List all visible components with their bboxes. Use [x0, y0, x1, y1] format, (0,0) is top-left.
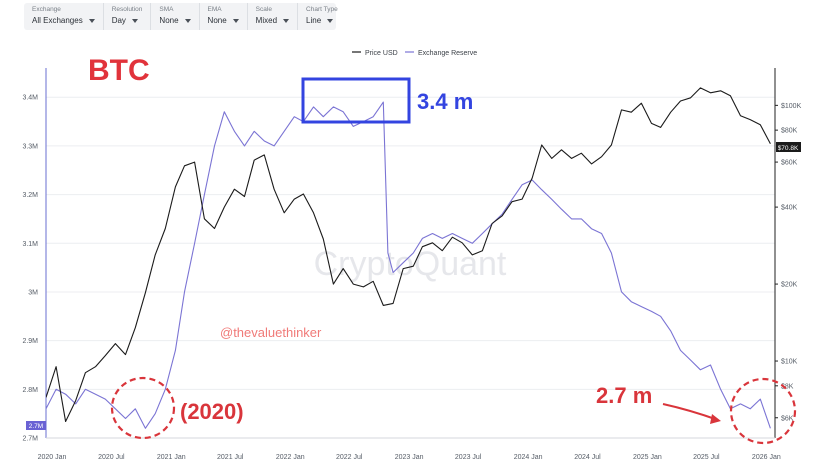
peak-highlight-box: [301, 77, 411, 124]
right-tick-label: $20K: [781, 282, 798, 289]
right-current-value-badge: [776, 142, 801, 152]
ema-label: EMA: [207, 6, 222, 13]
x-tick-label: 2026 Jan: [752, 454, 781, 461]
right-axis-ticks: $100K $80K $60K $40K $20K $10K $8K $6K: [775, 103, 802, 422]
left-axis-ticks: 3.4M 3.3M 3.2M 3.1M 3M 2.9M 2.8M 2.7M: [22, 95, 38, 443]
x-tick-label: 2021 Jan: [157, 454, 186, 461]
x-tick-label: 2020 Jul: [98, 454, 125, 461]
left-tick-label: 3.4M: [22, 95, 38, 102]
ema-select[interactable]: EMA None: [200, 3, 248, 30]
left-tick-label: 2.9M: [22, 338, 38, 345]
left-tick-label: 2.8M: [22, 387, 38, 394]
chevron-down-icon: [232, 18, 239, 23]
chevron-down-icon: [327, 18, 334, 23]
right-tick-label: $40K: [781, 205, 798, 212]
end-highlight-circle: [729, 377, 797, 445]
ema-value: None: [207, 16, 227, 25]
scale-select[interactable]: Scale Mixed: [248, 3, 299, 30]
x-tick-label: 2022 Jul: [336, 454, 363, 461]
legend-exchange-reserve[interactable]: Exchange Reserve: [418, 50, 477, 57]
chevron-down-icon: [88, 18, 95, 23]
x-axis-ticks: 2020 Jan 2020 Jul 2021 Jan 2021 Jul 2022 Jan…: [38, 454, 781, 461]
chevron-down-icon: [283, 18, 290, 23]
x-tick-label: 2025 Jul: [693, 454, 720, 461]
legend-price-usd[interactable]: Price USD: [365, 50, 398, 57]
left-tick-label: 2.7M: [22, 436, 38, 443]
resolution-label: Resolution: [111, 6, 143, 13]
credit-text: @thevaluethinker: [220, 325, 322, 340]
start-highlight-circle: [110, 376, 176, 440]
chart-type-value: Line: [306, 16, 322, 25]
x-tick-label: 2023 Jan: [395, 454, 424, 461]
right-tick-label: $80K: [781, 128, 798, 135]
right-tick-label: $60K: [781, 160, 798, 167]
x-tick-label: 2020 Jan: [38, 454, 67, 461]
resolution-select[interactable]: Resolution Day: [104, 3, 152, 30]
exchange-select[interactable]: Exchange All Exchanges: [24, 3, 104, 30]
watermark-text: CryptoQuant: [314, 245, 507, 283]
end-arrow-shaft: [662, 403, 719, 421]
sma-label: SMA: [159, 6, 174, 13]
x-tick-label: 2021 Jul: [217, 454, 244, 461]
series-exchange-reserve: [46, 101, 771, 429]
sma-select[interactable]: SMA None: [151, 3, 200, 30]
right-current-value-text: $70.8K: [778, 145, 799, 152]
x-tick-label: 2023 Jul: [455, 454, 482, 461]
end-annotation: 2.7 m: [596, 383, 652, 408]
series-price-usd: [46, 87, 771, 423]
left-current-value-badge: [26, 421, 46, 430]
x-tick-label: 2024 Jan: [514, 454, 543, 461]
left-tick-label: 3M: [28, 289, 38, 296]
chart-title: BTC: [88, 54, 150, 87]
left-current-value-text: 2.7M: [29, 423, 43, 430]
x-tick-label: 2022 Jan: [276, 454, 305, 461]
right-tick-label: $8K: [781, 383, 794, 390]
start-annotation: (2020): [180, 399, 244, 424]
chevron-down-icon: [131, 18, 138, 23]
left-tick-label: 3.2M: [22, 192, 38, 199]
right-tick-label: $6K: [781, 415, 794, 422]
sma-value: None: [159, 16, 179, 25]
right-tick-label: $100K: [781, 103, 802, 110]
scale-value: Mixed: [255, 16, 278, 25]
x-tick-label: 2025 Jan: [633, 454, 662, 461]
resolution-value: Day: [111, 16, 126, 25]
x-tick-label: 2024 Jul: [574, 454, 601, 461]
exchange-label: Exchange: [32, 6, 61, 13]
end-arrow-head-icon: [710, 414, 721, 424]
chevron-down-icon: [184, 18, 191, 23]
chart-legend: Price USD Exchange Reserve: [352, 50, 477, 57]
left-tick-label: 3.1M: [22, 241, 38, 248]
exchange-value: All Exchanges: [32, 16, 83, 25]
chart-toolbar: Exchange All Exchanges Resolution Day SM…: [24, 3, 338, 30]
chart-type-label: Chart Type: [306, 6, 338, 13]
scale-label: Scale: [255, 6, 272, 13]
chart-type-select[interactable]: Chart Type Line: [298, 3, 346, 30]
left-tick-label: 3.3M: [22, 143, 38, 150]
peak-annotation: 3.4 m: [417, 89, 473, 114]
right-tick-label: $10K: [781, 359, 798, 366]
